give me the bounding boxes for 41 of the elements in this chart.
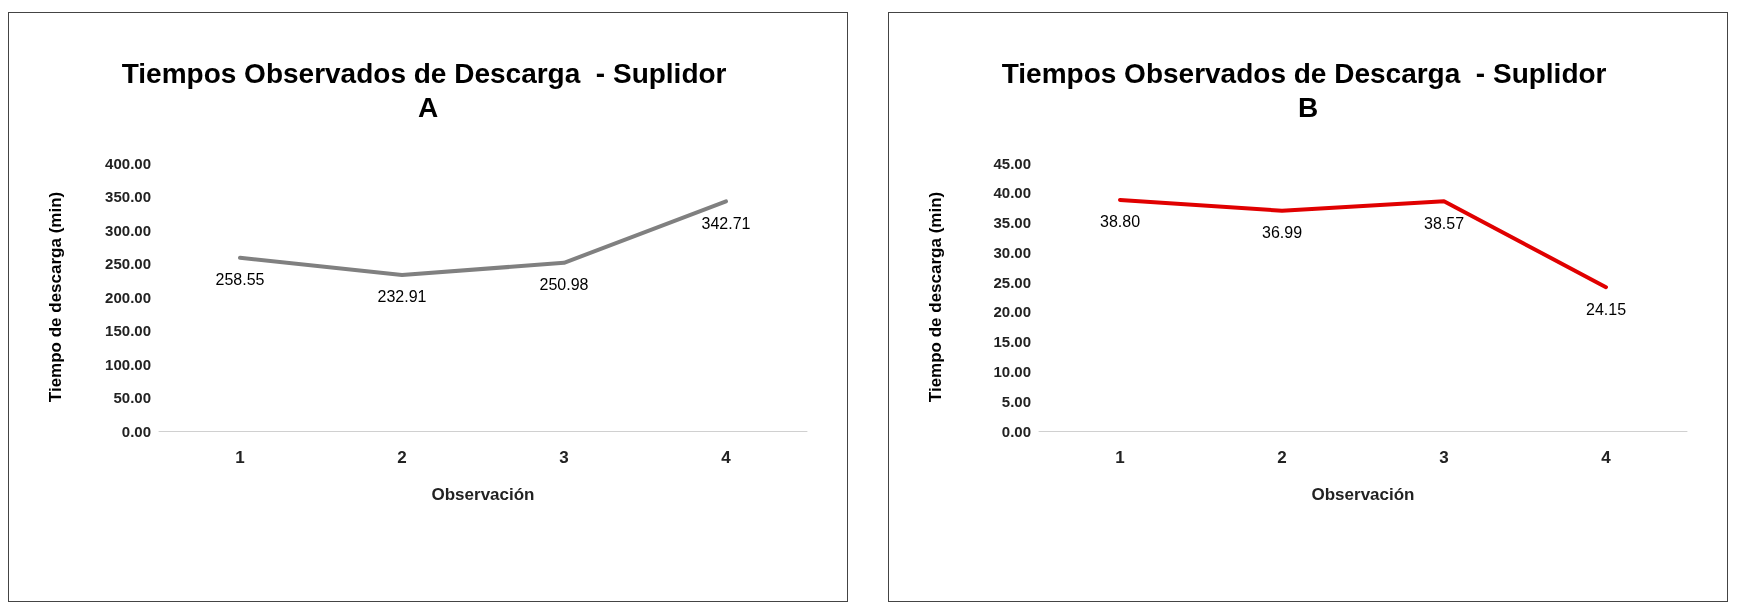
y-axis-title: Tiempo de descarga (min) xyxy=(926,191,945,403)
y-tick-label: 0.00 xyxy=(1001,422,1031,440)
y-tick-label: 30.00 xyxy=(993,243,1031,261)
data-label: 24.15 xyxy=(1585,300,1627,318)
x-tick-label: 4 xyxy=(721,448,732,467)
y-tick-label: 400.00 xyxy=(105,154,151,172)
x-tick-label: 2 xyxy=(397,448,407,467)
x-tick-label: 3 xyxy=(559,448,569,467)
data-label: 36.99 xyxy=(1261,224,1303,242)
data-label: 342.71 xyxy=(701,214,751,232)
y-tick-label: 25.00 xyxy=(993,273,1031,291)
y-tick-label: 35.00 xyxy=(993,214,1031,232)
chart-title: Tiempos Observados de Descarga - Suplidor B xyxy=(1001,57,1615,123)
x-tick-label: 1 xyxy=(235,448,245,467)
y-tick-label: 20.00 xyxy=(993,303,1031,321)
x-tick-label: 2 xyxy=(1277,448,1287,467)
chart-title: Tiempos Observados de Descarga - Suplidor A xyxy=(121,57,735,123)
y-tick-label: 10.00 xyxy=(993,362,1031,380)
y-tick-label: 250.00 xyxy=(105,255,151,272)
y-tick-label: 45.00 xyxy=(993,154,1031,172)
data-label: 258.55 xyxy=(215,271,265,289)
y-tick-label: 50.00 xyxy=(113,389,151,406)
x-axis-title: Observación xyxy=(1311,485,1415,504)
x-axis-title: Observación xyxy=(431,485,535,504)
data-label: 38.57 xyxy=(1423,214,1465,232)
y-tick-label: 40.00 xyxy=(993,184,1031,202)
data-label: 232.91 xyxy=(377,288,427,306)
x-tick-label: 4 xyxy=(1601,448,1612,467)
data-label: 250.98 xyxy=(539,276,589,294)
y-tick-label: 100.00 xyxy=(105,355,151,373)
y-tick-label: 0.00 xyxy=(121,422,151,440)
y-tick-label: 350.00 xyxy=(105,188,151,205)
y-tick-label: 300.00 xyxy=(105,221,151,239)
x-tick-label: 1 xyxy=(1115,448,1125,467)
x-tick-label: 3 xyxy=(1439,448,1449,467)
y-tick-label: 15.00 xyxy=(993,333,1031,351)
y-tick-label: 150.00 xyxy=(105,322,151,339)
data-label: 38.80 xyxy=(1099,213,1141,231)
y-tick-label: 5.00 xyxy=(1001,392,1031,410)
y-axis-title: Tiempo de descarga (min) xyxy=(46,191,65,403)
y-tick-label: 200.00 xyxy=(105,288,151,306)
